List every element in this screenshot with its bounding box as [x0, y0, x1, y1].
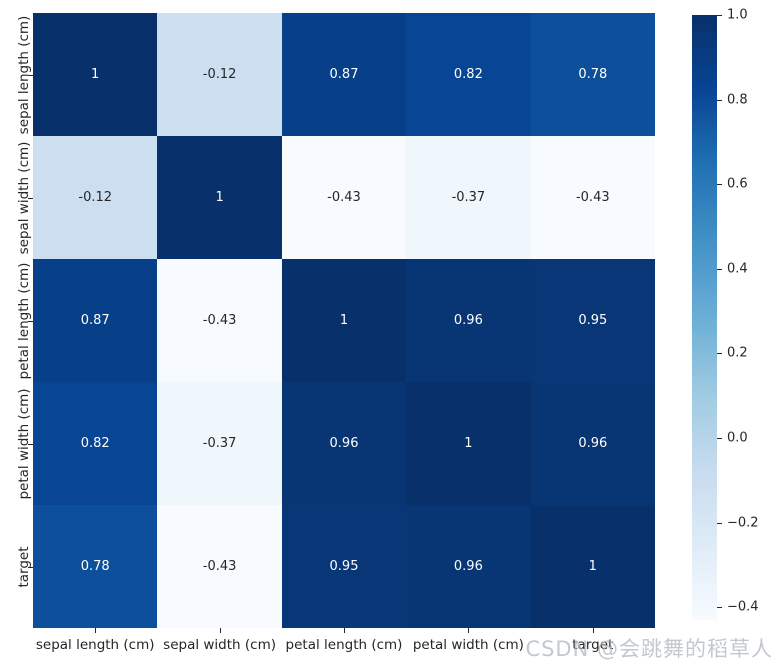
colorbar-tick: [717, 353, 722, 355]
colorbar-tick-label: 0.0: [727, 430, 748, 446]
heatmap-cell: 1: [530, 505, 655, 628]
y-axis-tick: [28, 443, 33, 445]
heatmap-cell: -0.12: [157, 13, 282, 136]
heatmap-grid: 1 -0.12 0.87 0.82 0.78 -0.12 1 -0.43 -0.37 -0.43 0…: [33, 13, 655, 628]
y-axis-tick: [28, 320, 33, 322]
heatmap-cell: -0.43: [157, 505, 282, 628]
y-axis-tick: [28, 197, 33, 199]
colorbar-tick-label: 1.0: [727, 7, 748, 23]
cell-annotation: 1: [91, 67, 100, 82]
heatmap-cell: 0.78: [530, 13, 655, 136]
cell-annotation: 0.82: [453, 67, 483, 82]
heatmap-cell: 0.96: [406, 259, 531, 382]
cell-annotation: 0.95: [578, 313, 608, 328]
colorbar-tick-label: 0.6: [727, 176, 748, 192]
heatmap-cell: 0.82: [406, 13, 531, 136]
cell-annotation: -0.12: [78, 190, 113, 205]
cell-annotation: 1: [339, 313, 349, 328]
heatmap-cell: -0.37: [406, 136, 531, 259]
y-axis-tick-label: petal width (cm): [16, 387, 32, 500]
cell-annotation: -0.37: [202, 436, 237, 451]
cell-annotation: 0.78: [578, 67, 608, 82]
cell-annotation: -0.12: [202, 67, 237, 82]
y-axis-tick-label: sepal width (cm): [16, 141, 32, 254]
colorbar-tick: [717, 99, 722, 101]
x-axis-tick: [468, 628, 470, 633]
heatmap-cell: -0.12: [33, 136, 158, 259]
colorbar-tick: [717, 607, 722, 609]
y-axis-tick-label: target: [16, 545, 32, 588]
colorbar-tick-label: −0.4: [727, 599, 759, 615]
heatmap-cell: 0.96: [406, 505, 531, 628]
cell-annotation: 0.82: [80, 436, 110, 451]
heatmap-cell: 0.96: [281, 382, 407, 505]
x-axis-tick: [95, 628, 97, 633]
heatmap-cell: 0.95: [281, 505, 407, 628]
colorbar-tick-label: 0.2: [727, 345, 748, 361]
heatmap-cell: 0.95: [530, 259, 655, 382]
watermark: CSDN @会跳舞的稻草人: [525, 637, 773, 661]
heatmap-cell: 1: [281, 259, 407, 382]
colorbar-tick: [717, 15, 722, 16]
x-axis-tick: [592, 628, 594, 633]
colorbar-tick: [717, 184, 722, 186]
cell-annotation: 0.96: [453, 313, 483, 328]
heatmap-cell: 1: [406, 382, 531, 505]
cell-annotation: 0.87: [329, 67, 359, 82]
colorbar-tick: [717, 438, 722, 440]
x-axis-tick-label: target: [572, 637, 614, 653]
heatmap-cell: -0.43: [281, 136, 407, 259]
x-axis-tick-label: petal length (cm): [285, 637, 403, 653]
heatmap-cell: 0.96: [530, 382, 655, 505]
colorbar-tick-label: 0.8: [727, 92, 748, 108]
x-axis-tick: [344, 628, 345, 633]
y-axis-tick-label: petal length (cm): [16, 262, 32, 379]
cell-annotation: -0.37: [451, 190, 486, 205]
heatmap-cell: -0.37: [157, 382, 282, 505]
colorbar-tick: [717, 268, 722, 270]
heatmap-cell: 1: [157, 136, 282, 259]
colorbar-tick-label: 0.4: [727, 261, 748, 277]
cell-annotation: 0.78: [80, 559, 110, 574]
cell-annotation: 1: [588, 559, 597, 574]
colorbar: [692, 15, 717, 620]
y-axis-tick-label: sepal length (cm): [16, 15, 32, 134]
heatmap-cell: 0.78: [33, 505, 158, 628]
heatmap-cell: 0.87: [33, 259, 158, 382]
colorbar-tick-label: −0.2: [727, 515, 759, 531]
heatmap-cell: -0.43: [157, 259, 282, 382]
cell-annotation: -0.43: [575, 190, 610, 205]
cell-annotation: 1: [215, 190, 224, 205]
heatmap-cell: 1: [33, 13, 158, 136]
x-axis-tick-label: sepal length (cm): [35, 637, 155, 653]
x-axis-tick-label: sepal width (cm): [163, 637, 277, 653]
y-axis-tick: [28, 74, 33, 76]
cell-annotation: 1: [464, 436, 473, 451]
cell-annotation: -0.43: [202, 559, 237, 574]
cell-annotation: 0.96: [453, 559, 483, 574]
x-axis-tick-label: petal width (cm): [412, 637, 524, 653]
cell-annotation: 0.95: [329, 559, 359, 574]
cell-annotation: 0.87: [80, 313, 110, 328]
cell-annotation: -0.43: [202, 313, 237, 328]
colorbar-tick: [717, 522, 722, 524]
y-axis-tick: [28, 566, 33, 568]
x-axis-tick: [219, 628, 221, 633]
heatmap-cell: 0.82: [33, 382, 158, 505]
heatmap-cell: -0.43: [530, 136, 655, 259]
cell-annotation: -0.43: [327, 190, 361, 205]
cell-annotation: 0.96: [578, 436, 608, 451]
cell-annotation: 0.96: [329, 436, 359, 451]
heatmap-cell: 0.87: [281, 13, 407, 136]
